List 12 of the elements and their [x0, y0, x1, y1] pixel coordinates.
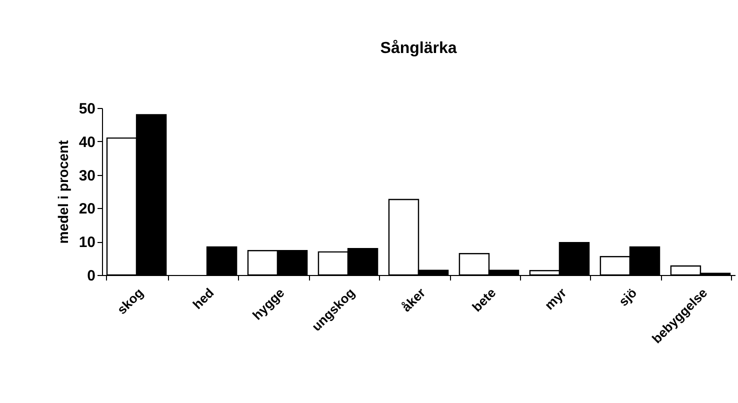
x-tick-label: myr [542, 285, 570, 313]
y-axis-title: medel i procent [54, 140, 71, 244]
y-tick-label: 20 [78, 200, 96, 218]
x-tick-label: hed [190, 285, 217, 312]
x-tick-label: bete [469, 285, 499, 315]
y-tick-label: 40 [78, 134, 96, 151]
y-tick-label: 30 [78, 167, 96, 184]
y-tick-label: 50 [78, 100, 96, 118]
chart-title: Sånglärka [380, 39, 457, 57]
x-tick-label: sjö [616, 285, 640, 309]
y-tick-label: 10 [78, 234, 96, 252]
y-tick-label: 0 [87, 268, 96, 284]
